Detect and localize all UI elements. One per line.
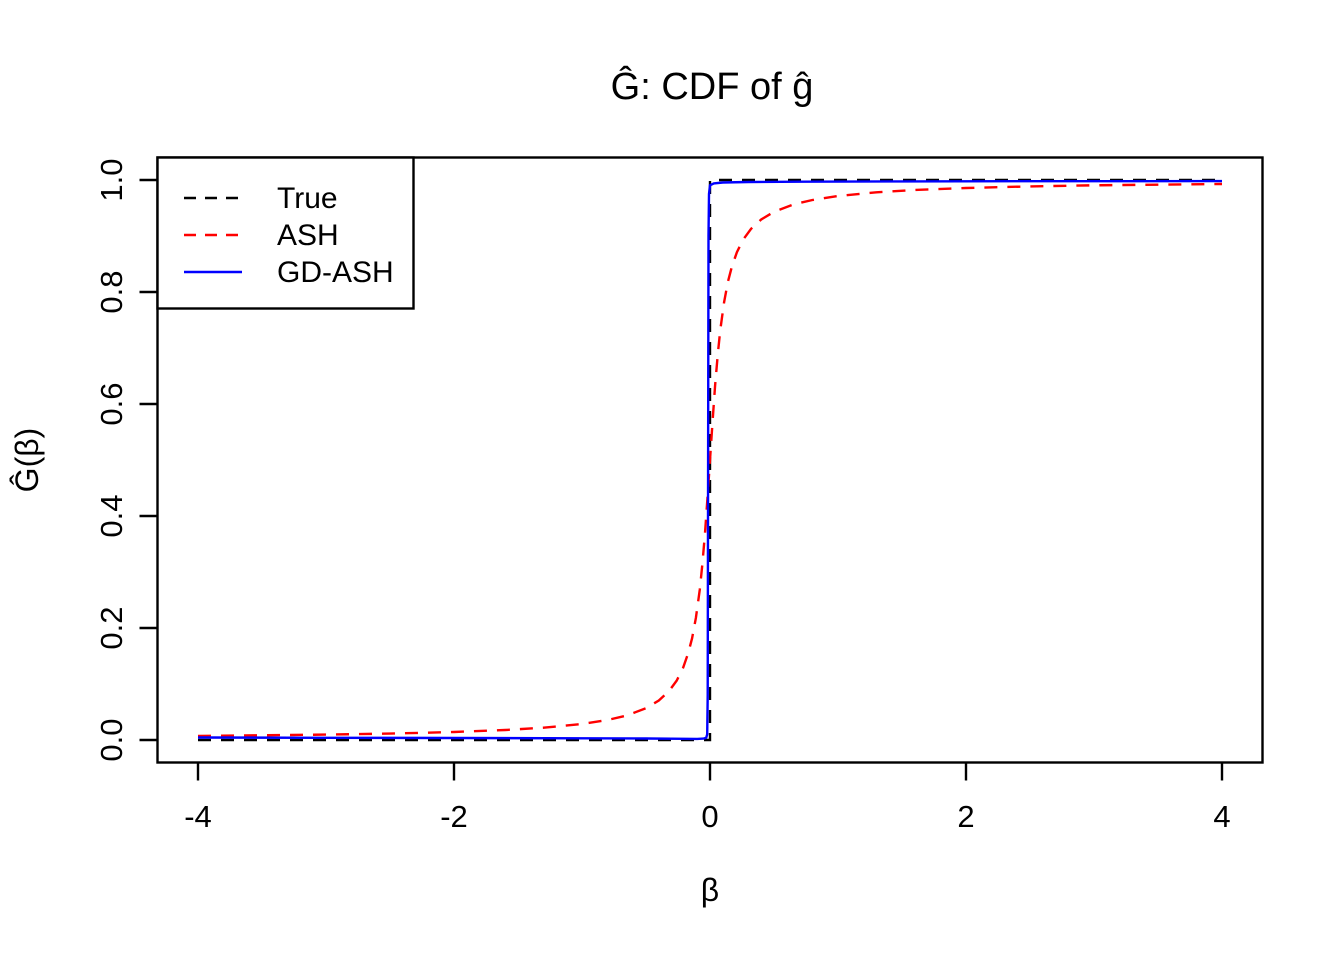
x-tick-label: 0 [701, 799, 718, 834]
y-axis-label: Ĝ(β) [9, 428, 45, 493]
plot-border [156, 156, 1264, 764]
y-tick-label: 0.2 [94, 606, 129, 649]
legend-label-ash: ASH [277, 219, 339, 252]
x-tick-label: 2 [957, 799, 974, 834]
y-tick-label: 0.6 [94, 382, 129, 425]
legend-label-true: True [277, 182, 338, 215]
x-axis-ticks: -4 -2 0 2 4 [184, 762, 1231, 834]
plot-series [197, 178, 1223, 742]
x-axis-label: β [701, 872, 719, 908]
x-tick-label: 4 [1213, 799, 1230, 834]
series-line-ash [197, 182, 1223, 738]
y-tick-label: 0.8 [94, 270, 129, 313]
legend: True ASH GD-ASH [156, 156, 415, 310]
x-tick-label: -2 [440, 799, 468, 834]
y-tick-label: 0.0 [94, 718, 129, 761]
y-axis-ticks: 0.0 0.2 0.4 0.6 0.8 1.0 [94, 158, 158, 762]
y-tick-label: 1.0 [94, 158, 129, 201]
x-tick-label: -4 [184, 799, 212, 834]
chart-title: Ĝ: CDF of ĝ [611, 64, 814, 108]
series-line-gd-ash [197, 179, 1223, 741]
legend-label-gd-ash: GD-ASH [277, 256, 394, 289]
legend-box [156, 156, 415, 310]
y-tick-label: 0.4 [94, 494, 129, 537]
